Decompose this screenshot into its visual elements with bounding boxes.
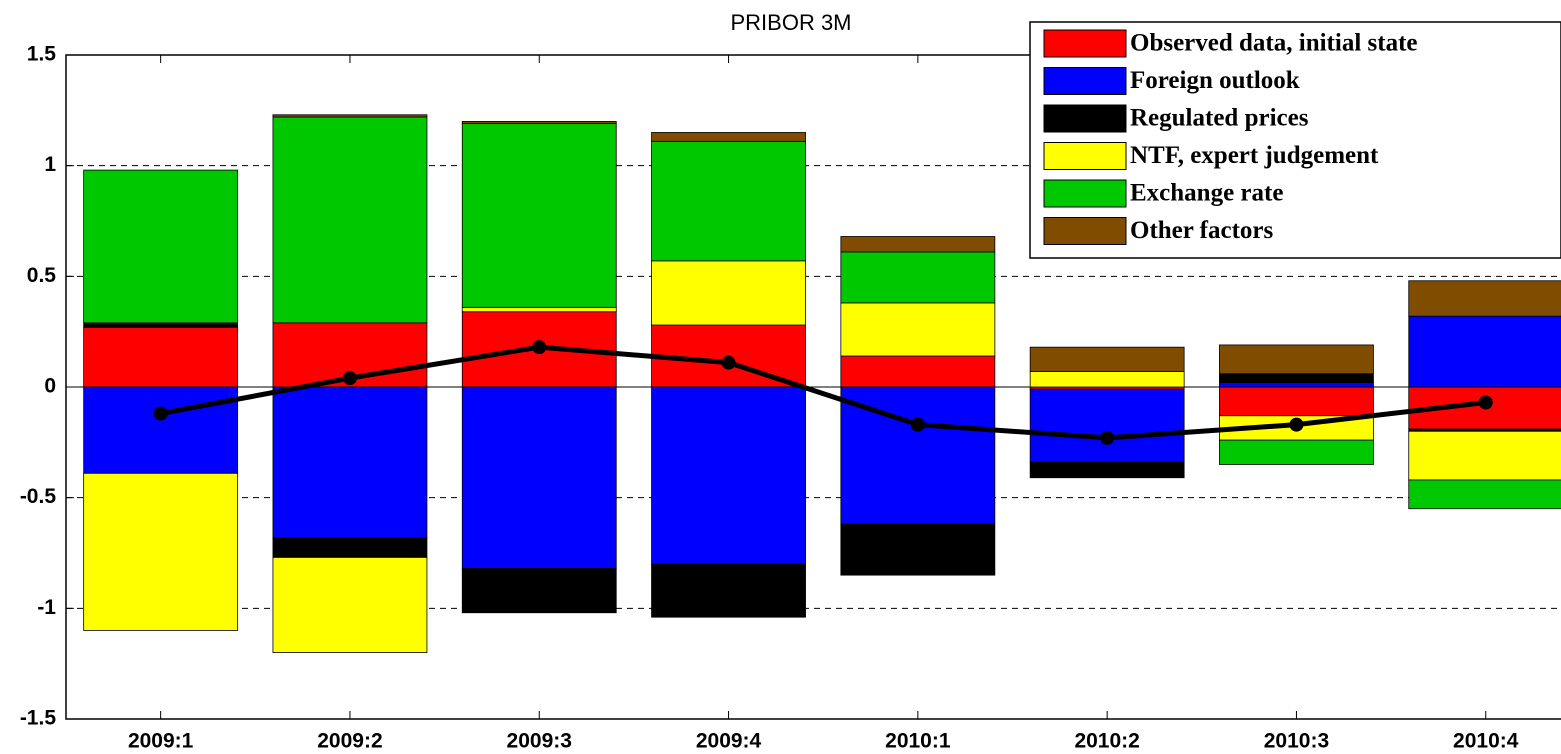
bar-segment	[83, 386, 239, 474]
bar-segment	[840, 302, 996, 357]
bar-segment	[1408, 430, 1561, 481]
bar-segment	[83, 472, 239, 631]
bar-segment	[1219, 373, 1374, 383]
bar-segment	[651, 386, 806, 565]
y-tick-label: 1.5	[27, 43, 57, 66]
line-point	[721, 355, 736, 370]
legend-label: Other factors	[1130, 217, 1274, 244]
bar-segment	[1219, 439, 1374, 465]
x-tick-label: 2010:3	[1264, 730, 1329, 753]
bar-segment	[651, 140, 806, 262]
line-point	[342, 371, 357, 386]
legend-label: Regulated prices	[1130, 105, 1309, 132]
y-tick-label: 0	[44, 375, 56, 398]
legend-swatch	[1043, 142, 1127, 170]
y-tick-label: -1	[37, 596, 56, 619]
x-tick-label: 2010:4	[1453, 730, 1519, 753]
bar-segment	[1219, 344, 1374, 375]
bar-segment	[651, 132, 806, 142]
plot-frame	[65, 54, 1561, 720]
chart-title: PRIBOR 3M	[730, 10, 851, 35]
x-tick-label: 2010:1	[885, 730, 951, 753]
bar-segment	[1219, 382, 1374, 388]
y-tick-label: -0.5	[20, 485, 57, 508]
line	[160, 344, 1487, 441]
x-tick-label: 2009:2	[317, 730, 382, 753]
line-point	[153, 406, 168, 421]
legend-label: Exchange rate	[1130, 180, 1283, 207]
legend-label: Foreign outlook	[1130, 67, 1300, 94]
bar-segment	[1219, 386, 1374, 417]
legend-swatch	[1043, 29, 1127, 58]
bar-segment	[272, 537, 428, 558]
bar-segment	[272, 557, 428, 654]
line-point	[532, 340, 547, 355]
bar-segment	[1029, 388, 1185, 463]
legend-label: Observed data, initial state	[1130, 30, 1418, 57]
x-tick-label: 2009:3	[507, 730, 572, 753]
bar-segment	[1029, 371, 1185, 388]
bar-segment	[1408, 280, 1561, 317]
legend-swatch	[1043, 217, 1127, 245]
bar-segment	[651, 260, 806, 326]
bar-segment	[272, 386, 428, 538]
bar-segment	[461, 306, 617, 313]
x-tick-label: 2010:2	[1074, 730, 1139, 753]
bar-segment	[840, 251, 996, 304]
bar-segment	[840, 355, 996, 388]
y-tick-label: -1.5	[20, 707, 57, 730]
bar-segment	[461, 386, 617, 569]
bar-segment	[83, 322, 239, 328]
bar-segment	[1029, 346, 1185, 372]
bar-segment	[83, 326, 239, 388]
bar-segment	[461, 121, 617, 125]
bar-segment	[272, 116, 428, 324]
bar-segment	[1408, 315, 1561, 388]
line-point	[1289, 417, 1304, 432]
bar-segment	[840, 523, 996, 576]
bar-segment	[651, 563, 806, 618]
bar-segment	[272, 114, 428, 118]
legend-swatch	[1043, 179, 1127, 208]
bar-segment	[1408, 479, 1561, 510]
bar-segment	[461, 123, 617, 308]
line-point	[1478, 395, 1493, 410]
bar-segment	[83, 169, 239, 324]
bar-segment	[1029, 461, 1185, 479]
legend-label: NTF, expert judgement	[1130, 142, 1379, 169]
x-tick-label: 2009:4	[696, 730, 762, 753]
line-point	[1100, 430, 1115, 445]
legend-swatch	[1043, 104, 1127, 133]
y-tick-label: 0.5	[27, 264, 57, 287]
x-tick-label: 2009:1	[128, 730, 194, 753]
bar-segment	[461, 568, 617, 614]
bar-segment	[840, 236, 996, 253]
y-tick-label: 1	[44, 153, 56, 176]
legend-swatch	[1043, 67, 1127, 95]
line-point	[910, 417, 925, 432]
